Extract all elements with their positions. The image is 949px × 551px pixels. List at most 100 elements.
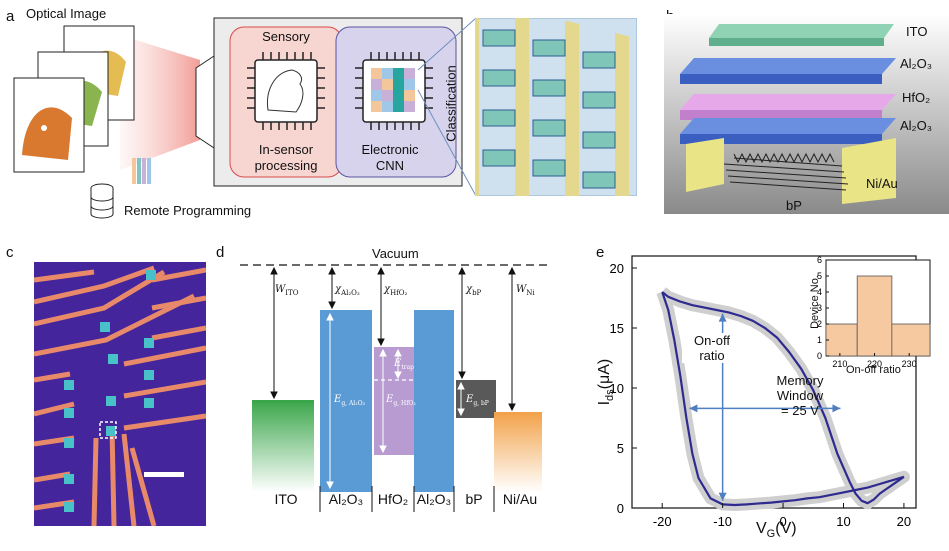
x-axis-label: VG(V) xyxy=(756,520,797,541)
inset-x-tick-label: 230 xyxy=(902,359,917,369)
al2o3-band-right xyxy=(414,310,454,492)
energy-arrows xyxy=(270,266,516,412)
sensory-label: Sensory xyxy=(262,29,310,44)
chi-hfo2-label: χHfO₂ xyxy=(384,284,408,297)
eg-bp-label: Eg, bP xyxy=(466,394,489,407)
device-array-photo xyxy=(475,18,637,196)
material-label-niau: Ni/Au xyxy=(502,491,538,507)
layer-label-niau: Ni/Au xyxy=(866,176,898,191)
w-ito-label: WITO xyxy=(275,284,299,297)
light-beam xyxy=(120,35,200,170)
chi-al2o3-label: χAl₂O₃ xyxy=(335,284,360,297)
x-tick-label: 20 xyxy=(897,514,911,529)
al2o3-band-left xyxy=(320,310,372,492)
optical-image-label: Optical Image xyxy=(26,6,107,21)
optical-micrograph xyxy=(34,262,206,526)
sweep-forward-line xyxy=(661,291,905,505)
band-diagram xyxy=(240,264,552,512)
x-tick-label: -20 xyxy=(653,514,672,529)
memory-arrow-head-left xyxy=(689,404,698,413)
vacuum-label: Vacuum xyxy=(372,246,419,261)
on-off-ratio-annotation: On-off ratio xyxy=(682,333,742,363)
panel-label-a: a xyxy=(6,8,15,25)
panel-label-e: e xyxy=(596,244,605,261)
panel-a-figure xyxy=(13,17,477,219)
electrode-traces xyxy=(34,265,206,526)
ito-band xyxy=(252,400,314,492)
layer-label-bp: bP xyxy=(786,198,802,213)
black-phosphorus-layer xyxy=(723,152,849,191)
inset-bar xyxy=(825,323,858,357)
material-label-al2o3-right: Al₂O₃ xyxy=(416,491,452,507)
y-tick-label: 15 xyxy=(610,321,624,336)
zoom-line-bottom xyxy=(417,89,477,197)
memory-window-annotation: Memory Window = 25 V xyxy=(776,373,824,418)
inset-y-tick-label: 1 xyxy=(817,335,822,345)
hysteresis-chart: -20 -10 0 10 20 0 5 10 15 20 0 1 2 3 4 5 6 210 220 230 xyxy=(610,255,931,529)
inset-y-tick-label: 2 xyxy=(817,319,822,329)
electronic-label: Electronic xyxy=(361,142,419,157)
sweep-backward-line xyxy=(661,291,905,507)
on-off-arrow-head-bottom xyxy=(718,492,727,501)
panel-label-d: d xyxy=(216,244,225,261)
x-tick-label: 10 xyxy=(836,514,850,529)
panel-b-figure xyxy=(664,14,949,214)
layer-label-al2o3-top: Al₂O₃ xyxy=(900,56,933,71)
x-tick-label: -10 xyxy=(713,514,732,529)
database-icon xyxy=(90,183,114,219)
y-tick-label: 20 xyxy=(610,261,624,276)
bandgap-arrows xyxy=(326,312,465,490)
eg-al2o3-label: Eg, Al₂O₃ xyxy=(334,394,365,407)
sensory-chip-icon xyxy=(247,52,325,130)
inset-y-tick-label: 4 xyxy=(817,287,822,297)
electrode-left xyxy=(686,138,724,192)
material-label-ito: ITO xyxy=(274,491,298,507)
cnn-chip-icon xyxy=(355,52,433,130)
device-pads xyxy=(64,270,156,512)
cnn-label: CNN xyxy=(375,158,405,173)
layer-al2o3-top xyxy=(680,58,896,74)
lens-icon xyxy=(195,55,215,149)
in-sensor-label: In-sensor xyxy=(258,142,314,157)
e-trap-label: Etrap xyxy=(394,358,415,371)
material-label-al2o3-left: Al₂O₃ xyxy=(328,491,364,507)
inset-y-tick-label: 5 xyxy=(817,271,822,281)
y-tick-label: 10 xyxy=(610,381,624,396)
panel-label-c: c xyxy=(6,244,14,261)
layer-ito xyxy=(709,24,894,38)
layer-hfo2 xyxy=(680,94,896,110)
inset-x-tick-label: 220 xyxy=(867,359,882,369)
inset-x-tick-label: 210 xyxy=(832,359,847,369)
y-tick-label: 5 xyxy=(617,441,624,456)
inset-y-tick-label: 0 xyxy=(817,351,822,361)
layer-label-hfo2: HfO₂ xyxy=(902,90,931,105)
dog-eye xyxy=(41,125,47,131)
inset-bar xyxy=(891,323,931,357)
layer-al2o3-bottom xyxy=(680,118,896,134)
dog-image-orange xyxy=(22,107,72,160)
material-dividers xyxy=(319,486,495,512)
on-off-arrow-head-top xyxy=(718,313,727,322)
material-label-hfo2: HfO₂ xyxy=(377,491,409,507)
remote-programming-label: Remote Programming xyxy=(124,203,252,218)
w-ni-label: WNi xyxy=(516,284,535,297)
y-axis-label: Ids(μA) xyxy=(595,358,617,406)
electrode-right xyxy=(842,138,896,204)
processing-label: processing xyxy=(254,158,318,173)
y-tick-label: 0 xyxy=(617,501,624,516)
material-label-bp: bP xyxy=(465,491,483,507)
layer-label-ito: ITO xyxy=(906,24,928,39)
zoom-line-top xyxy=(417,17,477,71)
weight-chip-icon xyxy=(132,158,151,184)
chi-bp-label: χbP xyxy=(466,284,482,297)
niau-band xyxy=(494,412,542,492)
device-array-grid xyxy=(475,18,629,196)
hfo2-band xyxy=(374,347,416,455)
selected-device-box xyxy=(99,421,117,439)
inset-y-tick-label: 6 xyxy=(817,255,822,265)
memory-arrow-head-right xyxy=(832,404,841,413)
inset-y-label: Device No. xyxy=(809,275,821,329)
eg-hfo2-label: Eg, HfO₂ xyxy=(386,394,416,407)
layer-label-al2o3-bottom: Al₂O₃ xyxy=(900,118,933,133)
x-tick-label: 0 xyxy=(779,514,786,529)
